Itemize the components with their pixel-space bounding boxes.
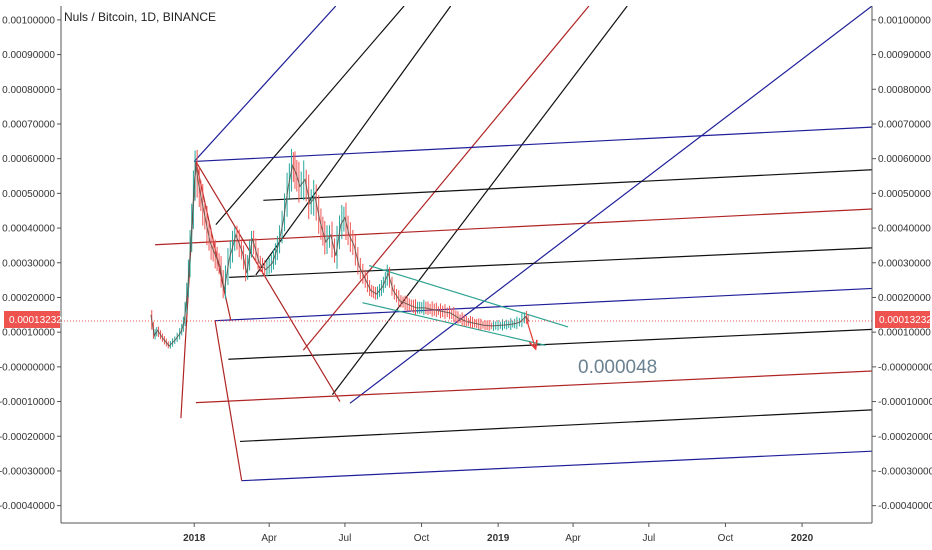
y-tick-label-left: 0.00050000: [2, 189, 55, 200]
y-tick-label-left: -0.00000000: [0, 362, 55, 373]
y-tick-label-right: 0.00070000: [878, 119, 931, 130]
pitchfork-line: [214, 320, 243, 481]
y-tick-label-left: 0.00030000: [2, 258, 55, 269]
y-tick-label-right: 0.00020000: [878, 293, 931, 304]
y-tick-label-right: 0.00100000: [878, 15, 931, 26]
pitchfork-line: [368, 264, 569, 328]
y-tick-label-right: -0.00030000: [878, 466, 932, 477]
pitchfork-line: [194, 126, 872, 163]
pitchfork-line: [362, 302, 546, 346]
axes-layer: [60, 6, 873, 524]
arrow-head-icon: [528, 339, 538, 351]
y-tick-label-left: 0.00040000: [2, 224, 55, 235]
pitchfork-line: [229, 247, 872, 278]
x-tick-label: Jul: [339, 533, 352, 544]
pitchfork-line: [195, 161, 341, 402]
pitchfork-line: [228, 328, 872, 360]
y-tick-label-right: 0.00050000: [878, 189, 931, 200]
chart-title: Nuls / Bitcoin, 1D, BINANCE: [64, 10, 216, 24]
price-tag-right-label: 0.00013232: [879, 315, 932, 326]
y-tick-label-left: 0.00100000: [2, 15, 55, 26]
pitchfork-line: [255, 6, 452, 276]
price-tag-left[interactable]: 0.00013232: [4, 311, 62, 328]
pitchfork-line: [193, 6, 337, 162]
x-tick-label: Oct: [414, 533, 430, 544]
pitchfork-line: [239, 409, 872, 443]
y-tick-label-left: 0.00080000: [2, 85, 55, 96]
drawing-layer: [155, 6, 872, 482]
y-tick-label-left: 0.00070000: [2, 119, 55, 130]
y-tick-label-right: 0.00010000: [878, 328, 931, 339]
x-tick-label: 2020: [791, 533, 814, 544]
x-tick-label: Oct: [718, 533, 734, 544]
pitchfork-line: [195, 370, 872, 404]
y-tick-label-right: 0.00090000: [878, 50, 931, 61]
y-tick-label-left: 0.00060000: [2, 154, 55, 165]
y-tick-label-right: -0.00010000: [878, 397, 932, 408]
x-tick-label: Apr: [565, 533, 581, 544]
pitchfork-line: [331, 6, 628, 395]
pitchfork-line: [215, 6, 405, 225]
y-tick-label-right: 0.00030000: [878, 258, 931, 269]
price-tag-left-bg: [4, 311, 60, 328]
price-tag-right[interactable]: 0.00013232: [875, 311, 932, 328]
y-tick-label-right: 0.00040000: [878, 224, 931, 235]
price-target-annotation: 0.000048: [578, 357, 657, 378]
y-tick-label-right: 0.00060000: [878, 154, 931, 165]
y-tick-label-right: 0.00080000: [878, 85, 931, 96]
pitchfork-line: [215, 287, 872, 322]
y-tick-label-left: -0.00040000: [0, 501, 55, 512]
pitchfork-line: [263, 169, 872, 201]
x-tick-label: Apr: [261, 533, 277, 544]
y-tick-label-left: -0.00020000: [0, 432, 55, 443]
y-tick-label-left: 0.00010000: [2, 328, 55, 339]
price-tag-left-label: 0.00013232: [9, 315, 62, 326]
target-arrow: [525, 316, 537, 349]
pitchfork-line: [349, 6, 872, 404]
y-tick-label-right: -0.00040000: [878, 501, 932, 512]
pitchfork-line: [155, 208, 872, 246]
pitchfork-line: [241, 450, 872, 482]
price-line: [150, 164, 530, 347]
pitchfork-line: [302, 6, 590, 351]
y-tick-label-left: 0.00020000: [2, 293, 55, 304]
x-tick-label: 2019: [487, 533, 510, 544]
y-tick-label-left: -0.00030000: [0, 466, 55, 477]
price-tag-right-bg: [875, 311, 930, 328]
tick-layer: 0.00100000 0.00100000 0.00090000 0.00090000…: [0, 15, 932, 544]
y-tick-label-right: -0.00020000: [878, 432, 932, 443]
y-tick-label-right: -0.00000000: [878, 362, 932, 373]
x-tick-label: 2018: [183, 533, 206, 544]
y-tick-label-left: -0.00010000: [0, 397, 55, 408]
x-tick-label: Jul: [642, 533, 655, 544]
price-layer: [61, 148, 872, 349]
y-tick-label-left: 0.00090000: [2, 50, 55, 61]
